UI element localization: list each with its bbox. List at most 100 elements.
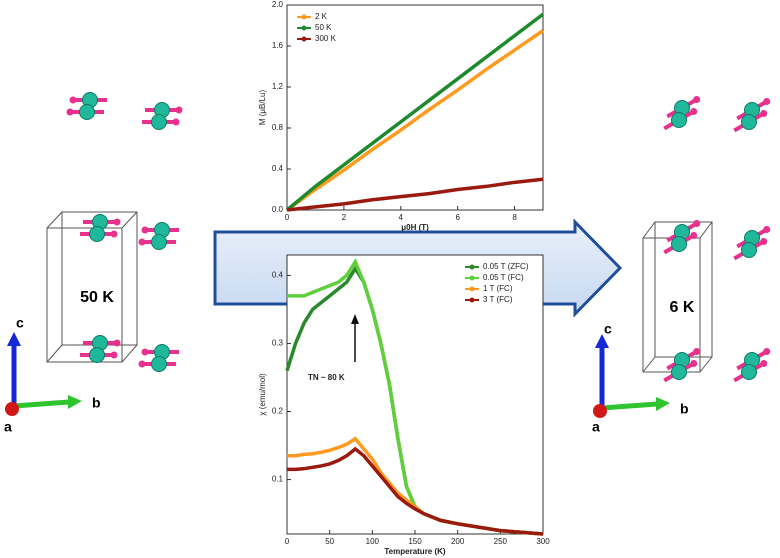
legend-label: 3 T (FC) — [483, 295, 513, 304]
atom-pair — [80, 335, 121, 363]
arrow-head — [69, 96, 77, 104]
x-tick-label: 0 — [285, 213, 290, 222]
plot-frame — [286, 254, 544, 535]
axis-c-label: c — [604, 321, 612, 337]
legend-marker — [469, 275, 475, 281]
atom — [671, 236, 687, 252]
legend-marker — [301, 14, 307, 20]
arrow-head — [141, 226, 149, 234]
atom — [741, 364, 757, 380]
arrow-head — [110, 351, 118, 359]
x-tick-label: 250 — [494, 537, 508, 546]
atom — [89, 347, 105, 363]
atom-pair — [663, 96, 701, 131]
x-tick-label: 8 — [512, 213, 517, 222]
legend-marker — [469, 264, 475, 270]
x-tick-label: 50 — [325, 537, 334, 546]
annotation-arrow-head — [351, 314, 359, 324]
y-tick-label: 0.4 — [272, 271, 284, 280]
y-tick-label: 0.3 — [272, 339, 284, 348]
axis-c-label: c — [16, 315, 24, 331]
legend-marker — [469, 297, 475, 303]
atom-pair — [733, 98, 771, 133]
atom — [741, 242, 757, 258]
arrow-head — [66, 108, 74, 116]
axis-b — [601, 401, 658, 411]
arrow-head — [110, 230, 118, 238]
axis-b — [13, 399, 70, 409]
arrow-head — [690, 360, 698, 367]
annotation: TN ~ 80 K — [308, 373, 345, 382]
atom — [671, 364, 687, 380]
x-tick-label: 150 — [408, 537, 422, 546]
atom — [79, 104, 95, 120]
atom-pair — [142, 102, 183, 130]
data-line — [285, 29, 544, 212]
x-tick-label: 200 — [451, 537, 465, 546]
x-tick-label: 4 — [399, 213, 404, 222]
y-tick-label: 1.2 — [272, 82, 284, 91]
atom-pair — [66, 92, 107, 120]
arrow-head — [763, 98, 771, 105]
axis-a-label: a — [592, 419, 600, 435]
arrow-head — [763, 226, 771, 233]
y-axis-label: M (μB/Lu) — [258, 90, 267, 126]
axis-c-head — [7, 332, 21, 346]
y-tick-label: 0.1 — [272, 475, 284, 484]
y-tick-label: 0.2 — [272, 407, 284, 416]
data-line — [287, 446, 544, 536]
arrow-head — [693, 348, 701, 355]
x-tick-label: 2 — [342, 213, 347, 222]
x-tick-label: 0 — [285, 537, 290, 546]
atom — [671, 112, 687, 128]
temperature-label: 6 K — [670, 299, 695, 316]
arrow-head — [693, 96, 701, 103]
arrow-head — [113, 339, 121, 347]
axis-b-head — [68, 395, 82, 409]
y-tick-label: 0.0 — [272, 205, 284, 214]
arrow-head — [760, 360, 768, 367]
atom-pair — [663, 220, 701, 255]
y-tick-label: 0.4 — [272, 164, 284, 173]
arrow-head — [172, 118, 180, 126]
arrow-head — [760, 110, 768, 117]
x-axis-label: Temperature (K) — [384, 547, 446, 556]
temperature-label: 50 K — [80, 289, 114, 306]
arrow-head — [141, 348, 149, 356]
arrow-head — [138, 238, 146, 246]
arrow-head — [690, 108, 698, 115]
legend-label: 50 K — [315, 23, 332, 32]
arrow-head — [763, 348, 771, 355]
axis-b-label: b — [92, 395, 101, 411]
y-axis-label: χ (emu/mol) — [258, 373, 267, 416]
atom-pair — [138, 344, 179, 372]
y-tick-label: 1.6 — [272, 41, 284, 50]
legend-label: 1 T (FC) — [483, 284, 513, 293]
atom — [741, 114, 757, 130]
axis-c-head — [595, 334, 609, 348]
axis-a — [5, 402, 19, 416]
x-tick-label: 100 — [366, 537, 380, 546]
axis-b-label: b — [680, 401, 689, 417]
atom — [151, 114, 167, 130]
legend-marker — [469, 286, 475, 292]
atom-pair — [138, 222, 179, 250]
arrow-head — [138, 360, 146, 368]
data-line — [285, 12, 545, 212]
axes-triad — [593, 334, 670, 418]
axis-a — [593, 404, 607, 418]
atom — [151, 234, 167, 250]
y-tick-label: 2.0 — [272, 0, 284, 9]
arrow-head — [690, 232, 698, 239]
atom-pair — [733, 348, 771, 383]
legend-label: 0.05 T (FC) — [483, 273, 524, 282]
plot-frame — [286, 4, 544, 211]
legend-marker — [301, 36, 307, 42]
arrow-head — [693, 220, 701, 227]
x-tick-label: 6 — [455, 213, 460, 222]
atom-pair — [733, 226, 771, 261]
atom-pair — [80, 214, 121, 242]
legend-marker — [301, 25, 307, 31]
data-line — [286, 177, 544, 212]
x-tick-label: 300 — [536, 537, 550, 546]
